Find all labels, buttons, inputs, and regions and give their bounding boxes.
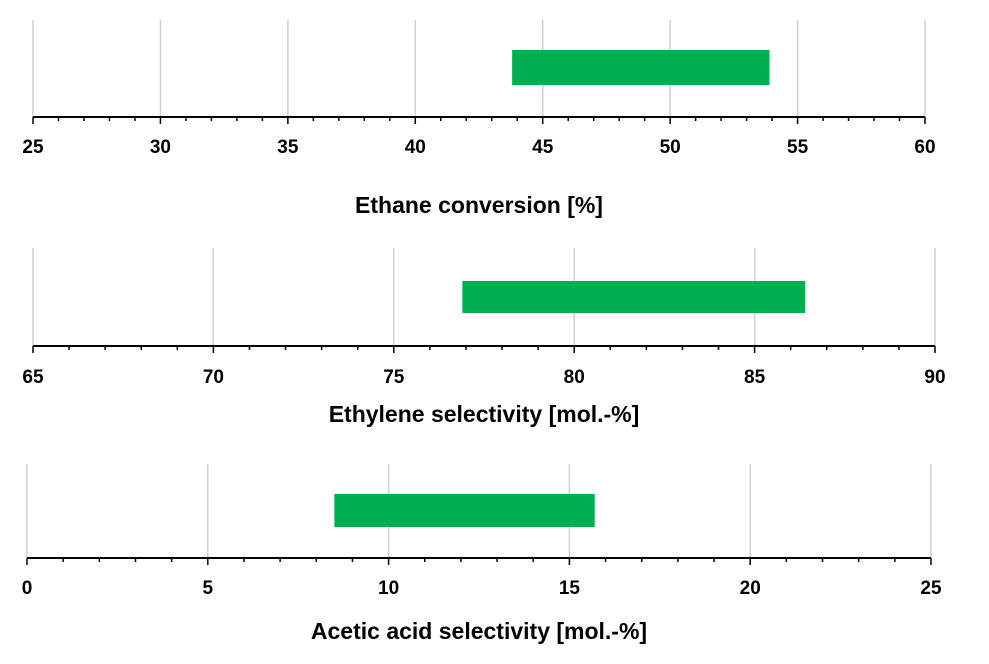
tick-label: 70: [203, 367, 224, 388]
x-axis-title: Ethane conversion [%]: [355, 192, 603, 218]
tick-label: 25: [22, 137, 44, 158]
range-bar: [334, 494, 595, 527]
tick-label: 10: [378, 578, 399, 599]
chart-panel-1: 25 30 35 40 45 50 55 60 Ethane conversion [%]: [22, 20, 936, 218]
tick-label: 60: [914, 137, 935, 158]
tick-label: 65: [22, 367, 44, 388]
tick-label: 85: [744, 367, 766, 388]
range-bar: [512, 50, 770, 85]
tick-label: 80: [564, 367, 585, 388]
tick-label: 75: [383, 367, 405, 388]
x-axis-title: Ethylene selectivity [mol.-%]: [329, 401, 640, 427]
range-bar: [462, 281, 806, 313]
tick-label: 50: [660, 137, 681, 158]
tick-label: 55: [787, 137, 809, 158]
tick-label: 5: [203, 578, 214, 599]
tick-label: 0: [22, 578, 33, 599]
tick-label: 25: [920, 578, 942, 599]
x-axis-title: Acetic acid selectivity [mol.-%]: [311, 618, 647, 644]
chart-panel-2: 65 70 75 80 85 90 Ethylene selectivity [mol.-%…: [22, 248, 946, 427]
tick-label: 90: [924, 367, 945, 388]
tick-label: 45: [532, 137, 554, 158]
tick-label: 20: [740, 578, 761, 599]
tick-label: 35: [277, 137, 299, 158]
tick-label: 15: [559, 578, 581, 599]
chart-panel-3: 0 5 10 15 20 25 Acetic acid selectivity [mol.-…: [22, 464, 942, 644]
tick-label: 40: [405, 137, 426, 158]
tick-label: 30: [150, 137, 171, 158]
